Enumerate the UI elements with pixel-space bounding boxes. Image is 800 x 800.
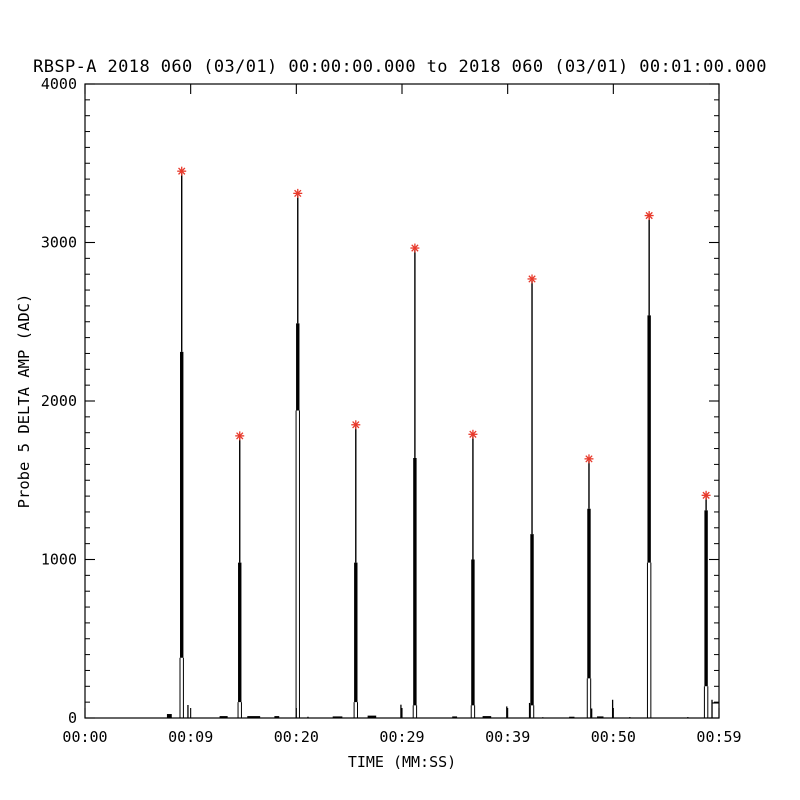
peak-marker-icon xyxy=(469,430,477,438)
x-axis-title: TIME (MM:SS) xyxy=(347,753,457,771)
y-tick-label: 2000 xyxy=(41,392,77,410)
minor-spike xyxy=(187,705,189,718)
peak-marker-icon xyxy=(702,491,710,499)
minor-spike xyxy=(597,716,604,718)
peak-marker-icon xyxy=(236,432,244,440)
minor-spike xyxy=(591,708,593,718)
minor-spike xyxy=(166,714,172,718)
peak-marker-icon xyxy=(585,455,593,463)
minor-spike xyxy=(247,716,261,718)
peak-marker-icon xyxy=(411,244,419,252)
minor-spike xyxy=(542,717,544,718)
minor-spike xyxy=(611,699,614,718)
peak-marker-icon xyxy=(178,167,186,175)
x-tick-label: 00:00 xyxy=(62,728,107,746)
minor-spike xyxy=(400,704,402,718)
minor-spike xyxy=(307,716,309,718)
peak-marker-icon xyxy=(645,211,653,220)
x-tick-label: 00:29 xyxy=(379,728,424,746)
x-tick-label: 00:59 xyxy=(696,728,741,746)
minor-spike xyxy=(569,716,575,718)
chart-title: RBSP-A 2018 060 (03/01) 00:00:00.000 to … xyxy=(33,57,767,77)
y-tick-label: 1000 xyxy=(41,551,77,569)
peak-marker-icon xyxy=(294,189,302,198)
x-tick-label: 00:39 xyxy=(485,728,530,746)
minor-spike xyxy=(452,716,458,718)
minor-spike xyxy=(367,715,377,718)
minor-spike xyxy=(482,716,492,718)
minor-spike xyxy=(711,699,713,718)
peak-marker-icon xyxy=(528,275,536,283)
minor-spike xyxy=(687,717,689,718)
minor-spike xyxy=(332,716,343,718)
minor-spike xyxy=(528,702,531,718)
y-tick-label: 4000 xyxy=(41,75,77,93)
minor-spike xyxy=(629,717,631,718)
peak-marker-icon xyxy=(352,421,360,429)
minor-spike xyxy=(506,706,508,718)
minor-spike xyxy=(274,716,280,718)
y-tick-label: 0 xyxy=(68,709,77,727)
x-tick-label: 00:09 xyxy=(168,728,213,746)
y-tick-label: 3000 xyxy=(41,234,77,252)
x-tick-label: 00:20 xyxy=(274,728,319,746)
minor-spike xyxy=(219,716,228,718)
x-tick-label: 00:50 xyxy=(591,728,636,746)
